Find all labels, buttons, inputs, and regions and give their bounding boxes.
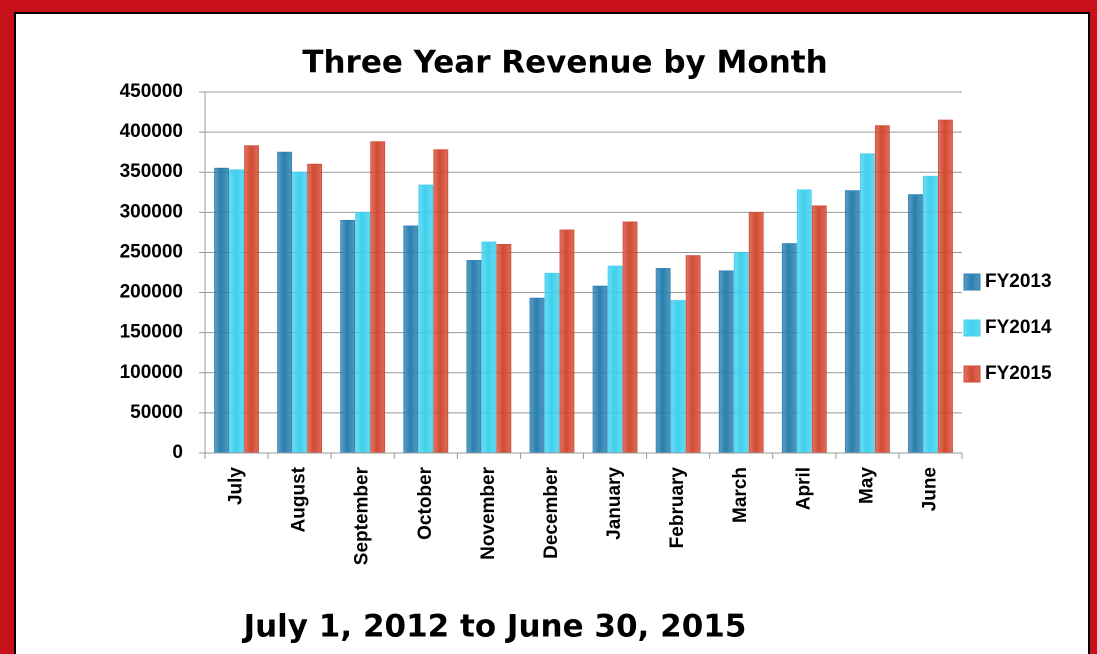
x-tick-label: September (352, 466, 373, 565)
bar (355, 211, 371, 454)
bar (529, 297, 545, 454)
y-tick-label: 100000 (120, 362, 183, 383)
bar (214, 167, 229, 454)
y-tick-label: 250000 (120, 241, 183, 262)
legend-label: FY2014 (985, 317, 1052, 338)
bar (748, 211, 764, 454)
bar (277, 151, 293, 454)
bar (908, 194, 923, 454)
bar (229, 169, 244, 454)
x-tick-label: January (604, 467, 625, 540)
y-tick-label: 200000 (120, 282, 183, 303)
bar (923, 175, 938, 454)
bar (433, 149, 449, 454)
x-tick-label: August (289, 466, 310, 532)
bar (781, 243, 797, 454)
y-tick-label: 450000 (120, 81, 183, 102)
x-tick-label: November (478, 466, 499, 560)
y-tick-label: 300000 (120, 201, 183, 222)
bar (844, 190, 860, 454)
bar (655, 268, 671, 454)
legend-swatch (963, 365, 981, 383)
x-tick-label: February (667, 467, 688, 549)
bar (292, 171, 308, 454)
y-tick-label: 50000 (130, 402, 183, 423)
y-tick-label: 150000 (120, 322, 183, 343)
bar (592, 285, 608, 454)
bar (496, 244, 512, 454)
bar (622, 221, 638, 454)
legend-label: FY2013 (985, 271, 1052, 292)
bar (370, 141, 386, 454)
bar (466, 260, 482, 454)
bar (244, 145, 259, 454)
bar (796, 189, 812, 454)
bar (874, 125, 890, 454)
x-tick-label: October (415, 466, 436, 539)
bar (418, 184, 434, 454)
x-tick-label: May (856, 467, 877, 504)
bar (670, 300, 686, 454)
bar (733, 252, 749, 454)
legend-label: FY2015 (985, 363, 1052, 384)
bar (607, 265, 623, 454)
y-tick-label: 0 (172, 442, 183, 463)
bar (811, 205, 827, 454)
bar (938, 119, 953, 454)
x-tick-label: June (919, 467, 940, 511)
bar (544, 272, 560, 454)
bar (481, 241, 497, 454)
y-tick-label: 400000 (120, 121, 183, 142)
y-tick-label: 350000 (120, 161, 183, 182)
bar (859, 153, 875, 454)
x-tick-label: March (730, 467, 751, 523)
bar (403, 225, 419, 454)
chart-subtitle: July 1, 2012 to June 30, 2015 (242, 609, 747, 645)
x-tick-label: December (541, 466, 562, 558)
legend-swatch (963, 273, 981, 291)
x-tick-label: July (226, 467, 247, 505)
bar (340, 219, 356, 454)
bar (559, 229, 575, 454)
x-tick-label: April (793, 467, 814, 510)
bar (307, 163, 323, 454)
legend-swatch (963, 319, 981, 337)
bar (685, 255, 701, 454)
bar (718, 270, 734, 454)
chart-title: Three Year Revenue by Month (302, 45, 827, 81)
